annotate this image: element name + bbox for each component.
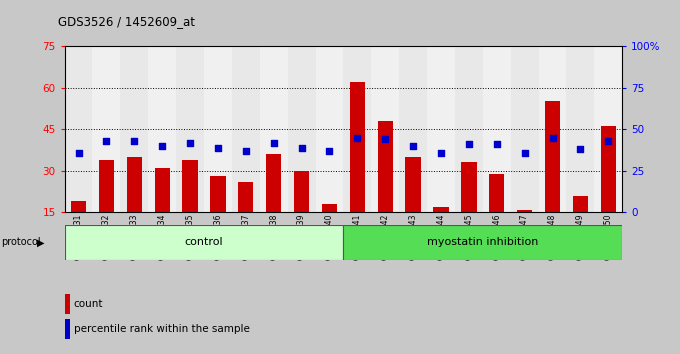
Bar <box>148 46 176 212</box>
Bar <box>545 102 560 212</box>
Point <box>491 141 502 147</box>
Bar <box>322 204 337 212</box>
Bar <box>288 46 316 212</box>
Text: percentile rank within the sample: percentile rank within the sample <box>73 324 250 334</box>
Bar <box>65 225 343 260</box>
Point <box>73 150 84 155</box>
Bar <box>511 46 539 212</box>
Bar <box>176 46 204 212</box>
Bar <box>65 319 71 339</box>
Text: protocol: protocol <box>1 238 41 247</box>
Point <box>379 136 390 142</box>
Bar <box>566 46 594 212</box>
Point <box>464 141 475 147</box>
Point <box>101 138 112 144</box>
Bar <box>371 46 399 212</box>
Point <box>185 140 196 145</box>
Bar <box>433 207 449 212</box>
Point <box>602 138 613 144</box>
Point <box>129 138 140 144</box>
Bar <box>405 157 421 212</box>
Bar <box>573 196 588 212</box>
Text: count: count <box>73 299 103 309</box>
Point <box>408 143 419 149</box>
Bar <box>343 46 371 212</box>
Bar <box>266 154 282 212</box>
Point <box>269 140 279 145</box>
Bar <box>489 173 505 212</box>
Bar <box>399 46 427 212</box>
Bar <box>120 46 148 212</box>
Bar <box>99 160 114 212</box>
Bar <box>92 46 120 212</box>
Point <box>352 135 363 140</box>
Point <box>520 150 530 155</box>
Bar <box>65 46 92 212</box>
Bar <box>210 176 226 212</box>
Bar <box>377 121 393 212</box>
Text: myostatin inhibition: myostatin inhibition <box>427 238 539 247</box>
Bar <box>517 210 532 212</box>
Bar <box>539 46 566 212</box>
Bar <box>483 46 511 212</box>
Bar <box>594 46 622 212</box>
Text: GDS3526 / 1452609_at: GDS3526 / 1452609_at <box>58 15 194 28</box>
Bar <box>350 82 365 212</box>
Bar <box>294 171 309 212</box>
Bar <box>238 182 254 212</box>
Bar <box>427 46 455 212</box>
Text: ▶: ▶ <box>37 238 45 247</box>
Text: control: control <box>185 238 223 247</box>
Point <box>324 148 335 154</box>
Point <box>156 143 168 149</box>
Bar <box>182 160 198 212</box>
Bar <box>260 46 288 212</box>
Point <box>296 145 307 150</box>
Bar <box>316 46 343 212</box>
Point <box>241 148 252 154</box>
Bar <box>600 126 616 212</box>
Bar <box>204 46 232 212</box>
Bar <box>65 294 71 314</box>
Point <box>575 146 586 152</box>
Bar <box>461 162 477 212</box>
Bar <box>343 225 622 260</box>
Bar <box>232 46 260 212</box>
Bar <box>71 201 86 212</box>
Point <box>212 145 223 150</box>
Bar <box>154 168 170 212</box>
Point <box>435 150 446 155</box>
Point <box>547 135 558 140</box>
Bar <box>455 46 483 212</box>
Bar <box>126 157 142 212</box>
